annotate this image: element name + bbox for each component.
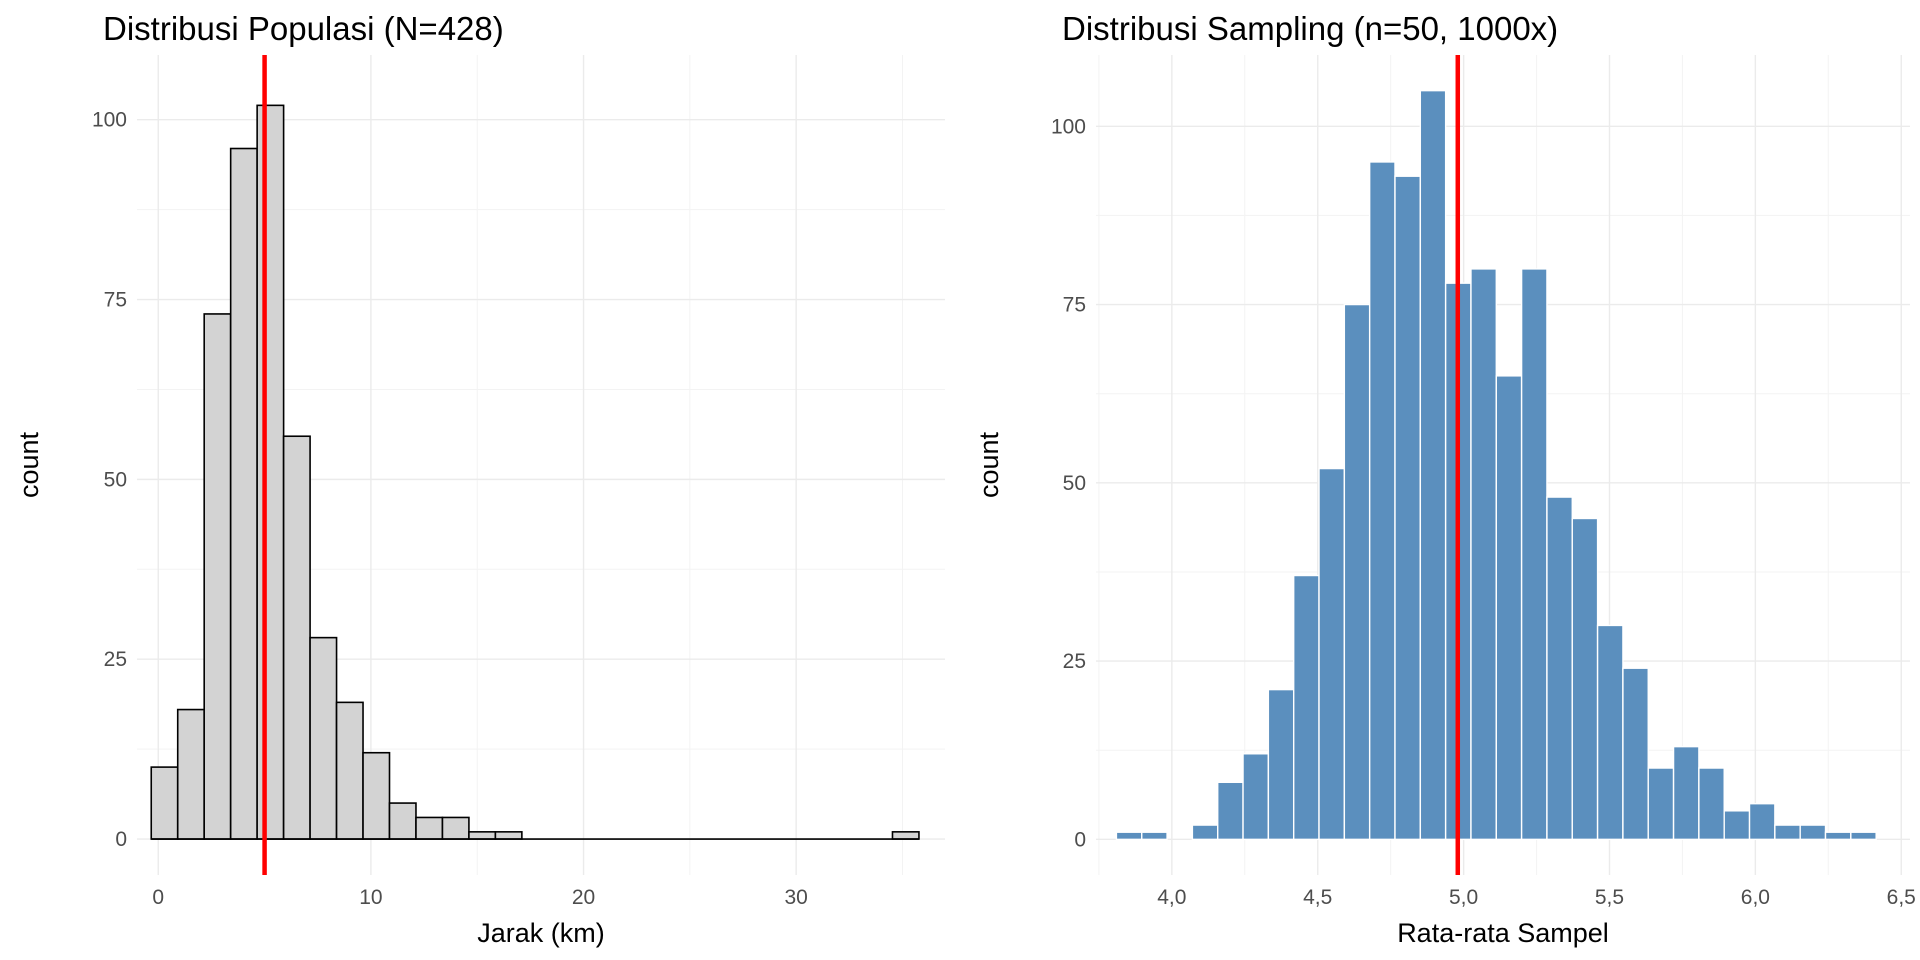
histogram-bar	[1824, 831, 1852, 841]
histogram-bar	[203, 313, 232, 840]
histogram-bar	[150, 766, 179, 840]
x-tick-label: 6,0	[1741, 886, 1770, 909]
histogram-bar	[1495, 375, 1523, 841]
histogram-bar	[1799, 824, 1827, 841]
histogram-bar	[1217, 781, 1244, 841]
x-tick-label: 5,0	[1449, 886, 1478, 909]
histogram-bar	[1774, 824, 1801, 841]
histogram-bar	[1698, 767, 1725, 841]
y-tick-label: 75	[1063, 294, 1086, 317]
histogram-bar	[1318, 467, 1346, 841]
histogram-bar	[1242, 753, 1270, 841]
histogram-bar	[1672, 745, 1700, 841]
histogram-bar	[1419, 89, 1447, 841]
y-tick-label: 100	[1051, 115, 1086, 138]
histogram-bar	[1191, 824, 1219, 841]
histogram-bar	[1292, 574, 1320, 841]
histogram-bar	[1748, 802, 1776, 841]
y-axis-title: count	[974, 431, 1004, 498]
x-tick-label: 4,5	[1303, 886, 1332, 909]
chart-panel-1: 0 25 50 75 100 0 10 20 30 Distribusi Populasi (N=…	[14, 10, 945, 948]
histogram-bar	[494, 831, 523, 840]
y-tick-label: 25	[104, 648, 127, 671]
histogram-bar	[1723, 810, 1751, 841]
histogram-bar	[1267, 688, 1295, 841]
histogram-bar	[1571, 517, 1599, 841]
y-tick-label: 50	[1063, 472, 1086, 495]
y-tick-label: 50	[104, 468, 127, 491]
histogram-bar	[229, 147, 258, 840]
histogram-bar	[335, 701, 364, 840]
histogram-bar	[362, 751, 391, 840]
y-tick-label: 75	[104, 289, 127, 312]
histogram-bar	[1647, 767, 1675, 841]
histogram-bar	[468, 831, 497, 840]
histogram-bar	[176, 708, 205, 840]
y-tick-label: 0	[1074, 828, 1086, 851]
x-tick-label: 0	[152, 886, 164, 909]
histogram-bar	[1622, 667, 1649, 841]
histogram-bar	[1368, 161, 1396, 841]
chart-title: Distribusi Sampling (n=50, 1000x)	[1062, 10, 1558, 47]
x-tick-label: 4,0	[1157, 886, 1186, 909]
histogram-bar	[891, 831, 920, 840]
histogram-bar	[388, 802, 417, 840]
x-tick-label: 5,5	[1595, 886, 1624, 909]
x-tick-label: 10	[359, 886, 382, 909]
histogram-bar	[1546, 496, 1573, 841]
histogram-bar	[1394, 175, 1422, 841]
x-tick-label: 30	[784, 886, 807, 909]
x-tick-label: 6,5	[1887, 886, 1916, 909]
x-tick-label: 20	[572, 886, 595, 909]
chart-panel-2: 0 25 50 75 100 4,0 4,5 5,0 5,5 6,0 6,5 Distribusi S…	[974, 10, 1916, 948]
x-axis-title: Rata-rata Sampel	[1397, 918, 1609, 948]
histogram-bar	[282, 435, 311, 840]
y-tick-label: 100	[92, 109, 127, 132]
histogram-bar	[1520, 268, 1548, 841]
histogram-bar	[309, 636, 338, 840]
histogram-bar	[1470, 268, 1497, 841]
histogram-bar	[1115, 831, 1143, 841]
histogram-bar	[1141, 831, 1168, 841]
y-tick-label: 0	[115, 828, 127, 851]
histogram-bar	[415, 816, 444, 840]
histogram-bar	[1343, 303, 1371, 841]
histogram-bar	[1596, 624, 1624, 841]
histogram-bar	[441, 816, 470, 840]
histogram-bar	[256, 104, 285, 840]
y-tick-label: 25	[1063, 650, 1086, 673]
x-axis-title: Jarak (km)	[477, 918, 605, 948]
chart-title: Distribusi Populasi (N=428)	[103, 10, 504, 47]
histogram-bar	[1850, 831, 1877, 841]
y-axis-title: count	[14, 431, 44, 498]
